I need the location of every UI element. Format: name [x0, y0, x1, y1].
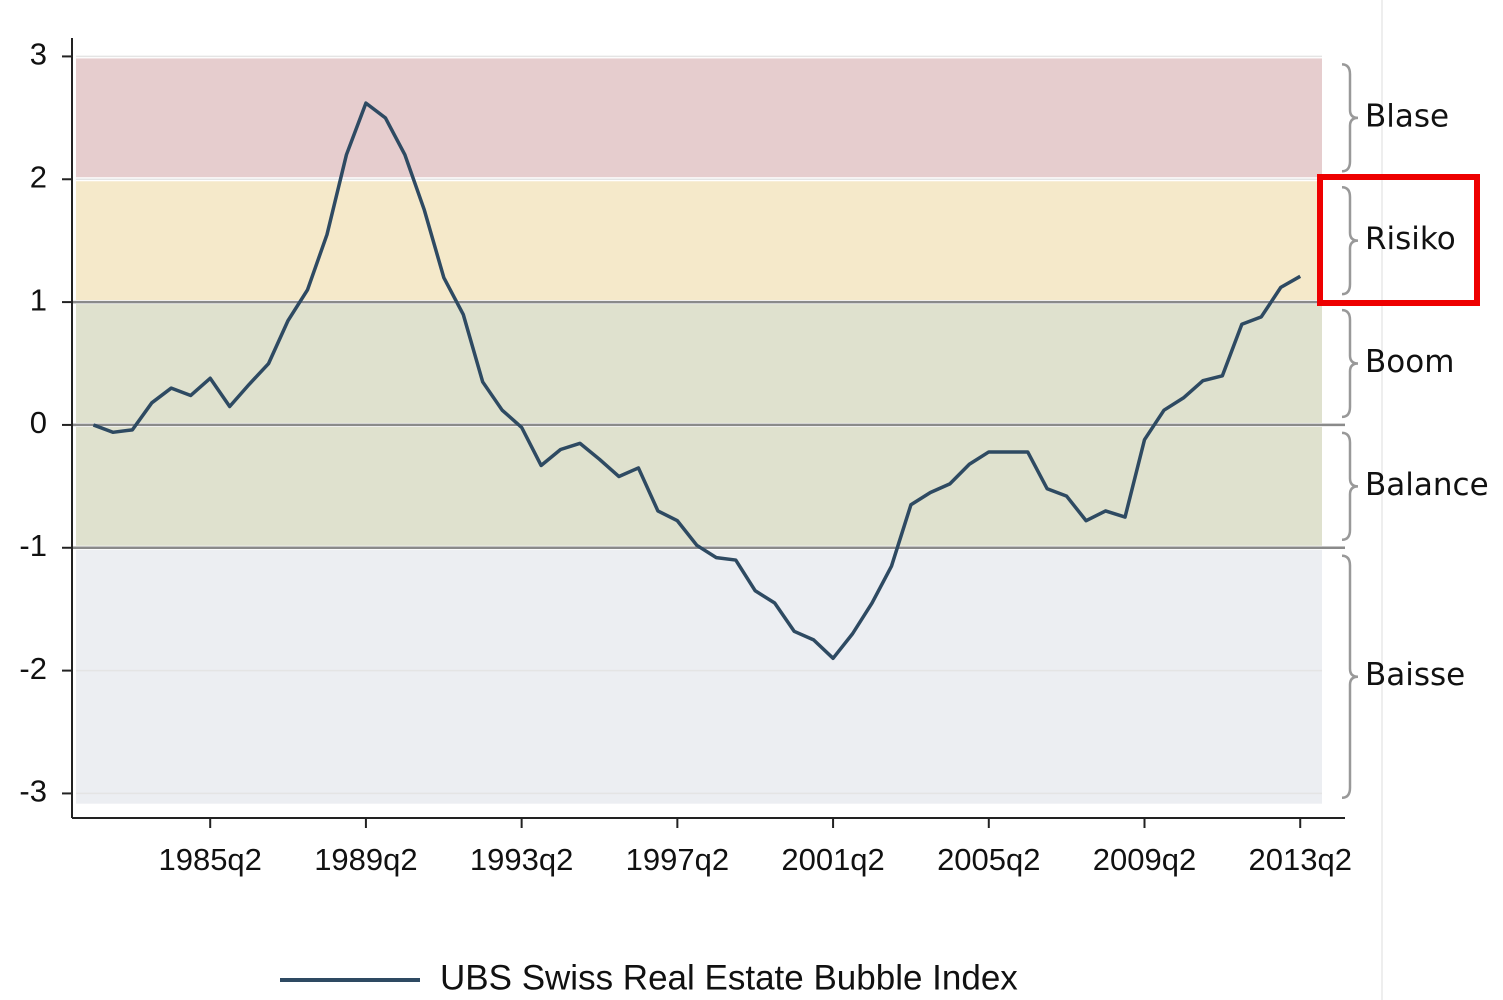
x-tick-label: 2005q2 — [937, 842, 1040, 877]
band — [76, 304, 1322, 423]
band — [76, 426, 1322, 546]
band-label: Boom — [1365, 344, 1454, 380]
band — [76, 58, 1322, 178]
band-label: Baisse — [1365, 657, 1465, 693]
bracket — [1341, 308, 1359, 419]
x-tick-label: 2013q2 — [1249, 842, 1352, 877]
x-tick-label: 2001q2 — [781, 842, 884, 877]
x-tick-label: 1985q2 — [158, 842, 261, 877]
y-tick-label: 3 — [30, 37, 47, 72]
bracket — [1341, 554, 1359, 799]
band-label: Risiko — [1365, 221, 1456, 257]
y-tick-label: -3 — [19, 774, 47, 809]
band — [76, 549, 1322, 804]
series-line — [92, 101, 1302, 661]
x-tick-label: 1989q2 — [314, 842, 417, 877]
y-tick-label: -1 — [19, 528, 47, 563]
y-tick-label: 1 — [30, 282, 47, 317]
bracket — [1341, 63, 1359, 173]
highlight-box — [1317, 174, 1480, 306]
x-tick-label: 1997q2 — [626, 842, 729, 877]
y-tick-label: 2 — [30, 159, 47, 194]
y-tick-label: -2 — [19, 651, 47, 686]
plot-area: Blase Risiko Boom Balance Baisse -3 -2 -1 0 1 2 3 19… — [19, 37, 1488, 998]
band-label: Blase — [1365, 98, 1449, 134]
bracket — [1341, 431, 1359, 542]
legend-label: UBS Swiss Real Estate Bubble Index — [440, 958, 1018, 997]
x-tick-label: 1993q2 — [470, 842, 573, 877]
band-label: Balance — [1365, 467, 1489, 503]
x-tick-label: 2009q2 — [1093, 842, 1196, 877]
bracket — [1341, 186, 1359, 296]
y-tick-label: 0 — [30, 405, 47, 440]
band — [76, 181, 1322, 301]
